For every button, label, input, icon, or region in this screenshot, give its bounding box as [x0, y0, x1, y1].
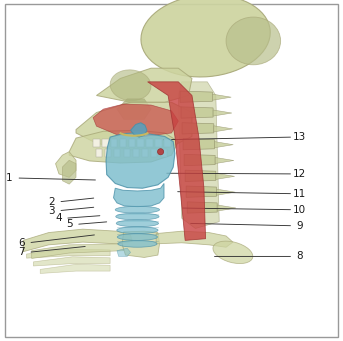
Ellipse shape: [116, 213, 159, 220]
Polygon shape: [156, 231, 233, 247]
Polygon shape: [214, 142, 233, 148]
Polygon shape: [114, 183, 164, 207]
Bar: [102, 139, 108, 147]
Bar: [138, 139, 144, 147]
Ellipse shape: [115, 206, 159, 213]
Ellipse shape: [141, 0, 270, 77]
Polygon shape: [183, 138, 214, 150]
Polygon shape: [181, 107, 213, 118]
Bar: [151, 149, 157, 157]
Polygon shape: [117, 248, 131, 256]
Text: 4: 4: [55, 213, 62, 223]
Polygon shape: [117, 99, 151, 119]
Bar: [155, 139, 162, 147]
Bar: [111, 139, 117, 147]
Polygon shape: [76, 102, 192, 150]
Text: 13: 13: [293, 132, 306, 142]
Polygon shape: [216, 189, 235, 195]
Polygon shape: [40, 264, 110, 273]
Ellipse shape: [116, 220, 158, 227]
Polygon shape: [26, 249, 110, 258]
Bar: [161, 149, 167, 157]
Polygon shape: [215, 158, 234, 164]
Bar: [93, 139, 99, 147]
Bar: [129, 139, 135, 147]
Bar: [142, 149, 148, 157]
Polygon shape: [212, 94, 231, 100]
Polygon shape: [182, 123, 214, 134]
Bar: [133, 149, 139, 157]
Polygon shape: [186, 186, 216, 197]
Polygon shape: [185, 170, 216, 181]
Text: 1: 1: [6, 173, 13, 183]
Bar: [120, 139, 127, 147]
Polygon shape: [33, 257, 110, 266]
Polygon shape: [180, 91, 212, 102]
Ellipse shape: [213, 241, 253, 264]
Polygon shape: [217, 205, 236, 211]
Ellipse shape: [226, 17, 281, 65]
Polygon shape: [56, 152, 76, 177]
Bar: [105, 149, 111, 157]
Text: 12: 12: [293, 169, 306, 179]
Polygon shape: [214, 126, 233, 132]
Polygon shape: [184, 154, 215, 166]
Bar: [123, 149, 130, 157]
Polygon shape: [216, 173, 235, 179]
Ellipse shape: [110, 70, 151, 101]
Polygon shape: [93, 104, 178, 136]
Polygon shape: [178, 82, 219, 228]
Bar: [96, 149, 102, 157]
Text: 7: 7: [18, 247, 25, 257]
Polygon shape: [23, 229, 132, 252]
Bar: [114, 149, 120, 157]
Polygon shape: [131, 123, 147, 137]
Polygon shape: [187, 202, 217, 213]
Polygon shape: [122, 231, 159, 257]
Polygon shape: [213, 110, 232, 116]
Bar: [146, 139, 153, 147]
Polygon shape: [32, 244, 124, 258]
Ellipse shape: [117, 234, 157, 240]
Polygon shape: [147, 82, 205, 240]
Polygon shape: [69, 130, 178, 163]
Polygon shape: [106, 133, 175, 188]
Text: 6: 6: [18, 238, 25, 248]
Text: 8: 8: [296, 251, 303, 262]
Polygon shape: [62, 160, 76, 184]
Ellipse shape: [157, 149, 164, 155]
Text: 10: 10: [293, 205, 306, 215]
Text: 9: 9: [296, 221, 303, 231]
Ellipse shape: [117, 227, 158, 234]
Text: 2: 2: [48, 197, 55, 207]
Text: 11: 11: [293, 189, 306, 199]
Polygon shape: [96, 68, 192, 102]
Ellipse shape: [118, 240, 157, 247]
Text: 5: 5: [66, 219, 72, 229]
Bar: [164, 139, 171, 147]
Text: 3: 3: [48, 206, 55, 216]
